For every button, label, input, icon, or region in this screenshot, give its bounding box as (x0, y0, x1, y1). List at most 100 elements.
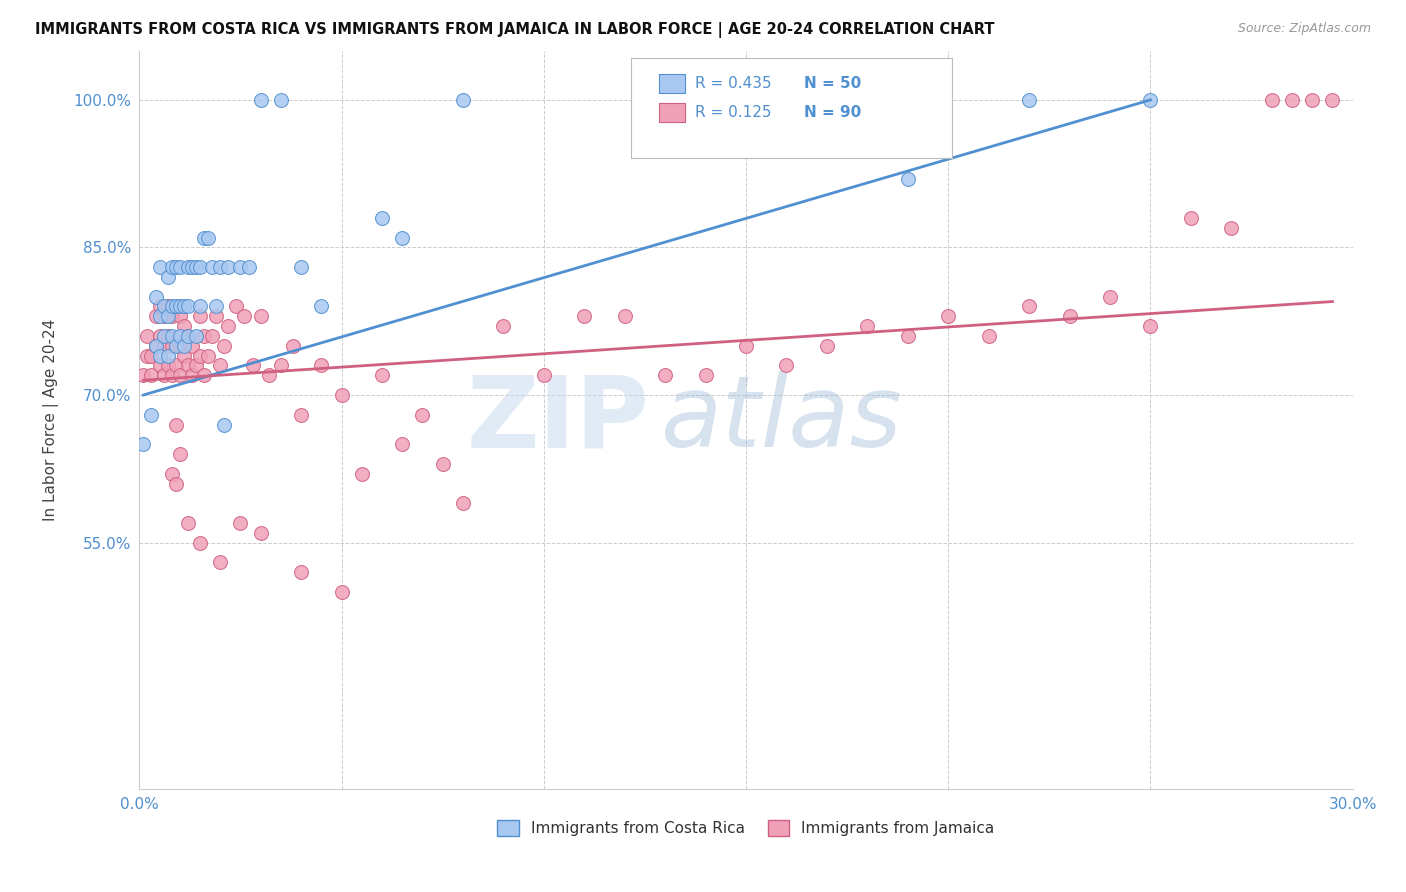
Point (152, 310, 174, 324)
Point (1098, 290, 1121, 304)
Point (977, 329, 1000, 343)
Point (165, 359, 187, 373)
Point (160, 467, 183, 481)
Point (1322, 93, 1344, 107)
Point (181, 368, 204, 383)
Point (148, 310, 170, 324)
Point (451, 93, 474, 107)
Point (242, 359, 264, 373)
Point (181, 260, 204, 274)
Point (249, 93, 271, 107)
Point (270, 359, 292, 373)
FancyBboxPatch shape (658, 74, 685, 94)
Text: IMMIGRANTS FROM COSTA RICA VS IMMIGRANTS FROM JAMAICA IN LABOR FORCE | AGE 20-24: IMMIGRANTS FROM COSTA RICA VS IMMIGRANTS… (35, 22, 994, 38)
Point (145, 290, 167, 304)
Point (148, 300, 170, 314)
Point (1059, 310, 1081, 324)
Point (209, 260, 232, 274)
Point (169, 368, 191, 383)
Point (160, 310, 183, 324)
Point (533, 368, 555, 383)
Point (177, 359, 200, 373)
Point (181, 339, 204, 353)
Point (371, 368, 394, 383)
Point (169, 447, 191, 461)
Point (160, 260, 183, 274)
Point (281, 339, 304, 353)
Point (897, 329, 920, 343)
Point (152, 329, 174, 343)
Point (270, 93, 292, 107)
Point (257, 368, 280, 383)
Text: N = 50: N = 50 (804, 77, 862, 91)
Point (330, 388, 353, 402)
Point (165, 260, 187, 274)
Point (1261, 93, 1284, 107)
Point (1301, 93, 1323, 107)
Text: R = 0.125: R = 0.125 (695, 105, 772, 120)
Text: N = 90: N = 90 (804, 105, 862, 120)
Point (451, 496, 474, 510)
Point (225, 300, 247, 314)
Point (205, 300, 228, 314)
Point (152, 300, 174, 314)
Point (233, 310, 256, 324)
Point (193, 329, 215, 343)
Point (249, 525, 271, 540)
Point (197, 349, 219, 363)
Point (165, 417, 187, 432)
Point (160, 329, 183, 343)
Point (205, 310, 228, 324)
Point (177, 329, 200, 343)
Point (492, 319, 515, 334)
Point (145, 310, 167, 324)
Point (217, 260, 239, 274)
Point (1139, 93, 1161, 107)
Point (311, 300, 333, 314)
Point (290, 408, 312, 422)
Point (132, 368, 155, 383)
Point (173, 339, 195, 353)
Point (148, 329, 170, 343)
Point (330, 584, 353, 599)
Point (290, 260, 312, 274)
Point (193, 368, 215, 383)
Point (169, 339, 191, 353)
Point (613, 310, 636, 324)
Point (173, 349, 195, 363)
Point (1220, 220, 1243, 235)
Point (132, 437, 155, 451)
Point (214, 417, 236, 432)
Point (152, 368, 174, 383)
Point (165, 300, 187, 314)
Y-axis label: In Labor Force | Age 20-24: In Labor Force | Age 20-24 (44, 318, 59, 521)
Point (184, 260, 207, 274)
Point (169, 300, 191, 314)
Point (148, 260, 170, 274)
Point (815, 339, 838, 353)
Text: atlas: atlas (661, 371, 903, 468)
Point (411, 408, 433, 422)
Point (201, 329, 224, 343)
Point (735, 339, 758, 353)
Point (141, 349, 163, 363)
Point (156, 359, 179, 373)
Point (169, 260, 191, 274)
Point (695, 368, 717, 383)
Point (177, 260, 200, 274)
Point (141, 368, 163, 383)
Point (145, 339, 167, 353)
Point (249, 310, 271, 324)
Point (169, 310, 191, 324)
Point (897, 171, 920, 186)
Point (1018, 93, 1040, 107)
Point (238, 260, 260, 274)
Point (156, 269, 179, 284)
Point (173, 300, 195, 314)
Point (184, 329, 207, 343)
Point (156, 310, 179, 324)
Point (856, 319, 879, 334)
Point (169, 329, 191, 343)
Point (188, 310, 211, 324)
Point (136, 349, 159, 363)
